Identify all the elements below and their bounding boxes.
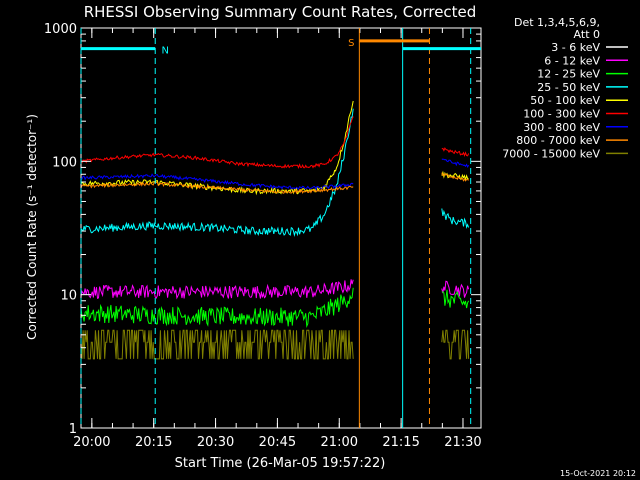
x-tick-label: 20:45 [259,435,296,450]
series-line-6-segment-1 [441,158,470,169]
legend-entry-label: 800 - 7000 keV [516,134,600,147]
chart-title: RHESSI Observing Summary Count Rates, Co… [84,3,477,21]
x-tick-label: 21:00 [321,435,358,450]
series-line-2-segment-1 [441,289,470,309]
series-line-8-segment-1 [441,329,470,360]
series-line-5-segment-1 [441,147,470,157]
series-line-8-segment-0 [80,329,354,360]
series-line-2-segment-0 [80,287,354,328]
legend-header-line: Det 1,3,4,5,6,9, [514,16,600,29]
x-tick-label: 20:30 [197,435,234,450]
series-line-1-segment-0 [80,279,354,300]
annotation-label-n: N [161,46,168,57]
series-line-6-segment-0 [80,173,354,191]
legend-header-line: Att 0 [574,28,600,41]
series-line-4-segment-0 [80,100,354,196]
annotation-label-s: S [348,38,354,49]
legend-entry-label: 100 - 300 keV [523,108,600,121]
plot-area: 1 10 100 1000 20:00 20:15 20:30 20:45 21:00 21:15… [44,22,482,450]
x-tick-label: 20:15 [135,435,172,450]
legend-entry-label: 25 - 50 keV [537,81,600,94]
legend-entry-label: 50 - 100 keV [530,94,600,107]
x-tick-label: 21:30 [444,435,481,450]
legend-entry-label: 300 - 800 keV [523,121,600,134]
y-tick-label: 1 [69,422,77,437]
y-axis-label: Corrected Count Rate (s⁻¹ detector⁻¹) [25,114,39,340]
legend-entry-label: 12 - 25 keV [537,68,600,81]
x-tick-label: 21:15 [382,435,419,450]
series-line-3-segment-0 [80,108,354,237]
series-line-1-segment-1 [441,280,470,298]
x-tick-label: 20:00 [73,435,110,450]
series-line-5-segment-0 [80,116,354,169]
y-tick-label: 1000 [44,22,77,37]
legend-entry-label: 7000 - 15000 keV [502,147,600,160]
series-line-7-segment-0 [80,181,354,195]
series-line-7-segment-1 [441,172,469,182]
y-tick-label: 10 [60,289,77,304]
series-0-spikes-0 [81,368,353,411]
footer-timestamp: 15-Oct-2021 20:12 [560,469,636,478]
x-axis-label: Start Time (26-Mar-05 19:57:22) [175,456,386,471]
series-line-3-segment-1 [441,208,470,229]
legend-entry-label: 3 - 6 keV [551,41,600,54]
series-0-spikes-1 [441,368,470,411]
legend-entry-label: 6 - 12 keV [544,54,600,67]
y-tick-label: 100 [52,155,77,170]
